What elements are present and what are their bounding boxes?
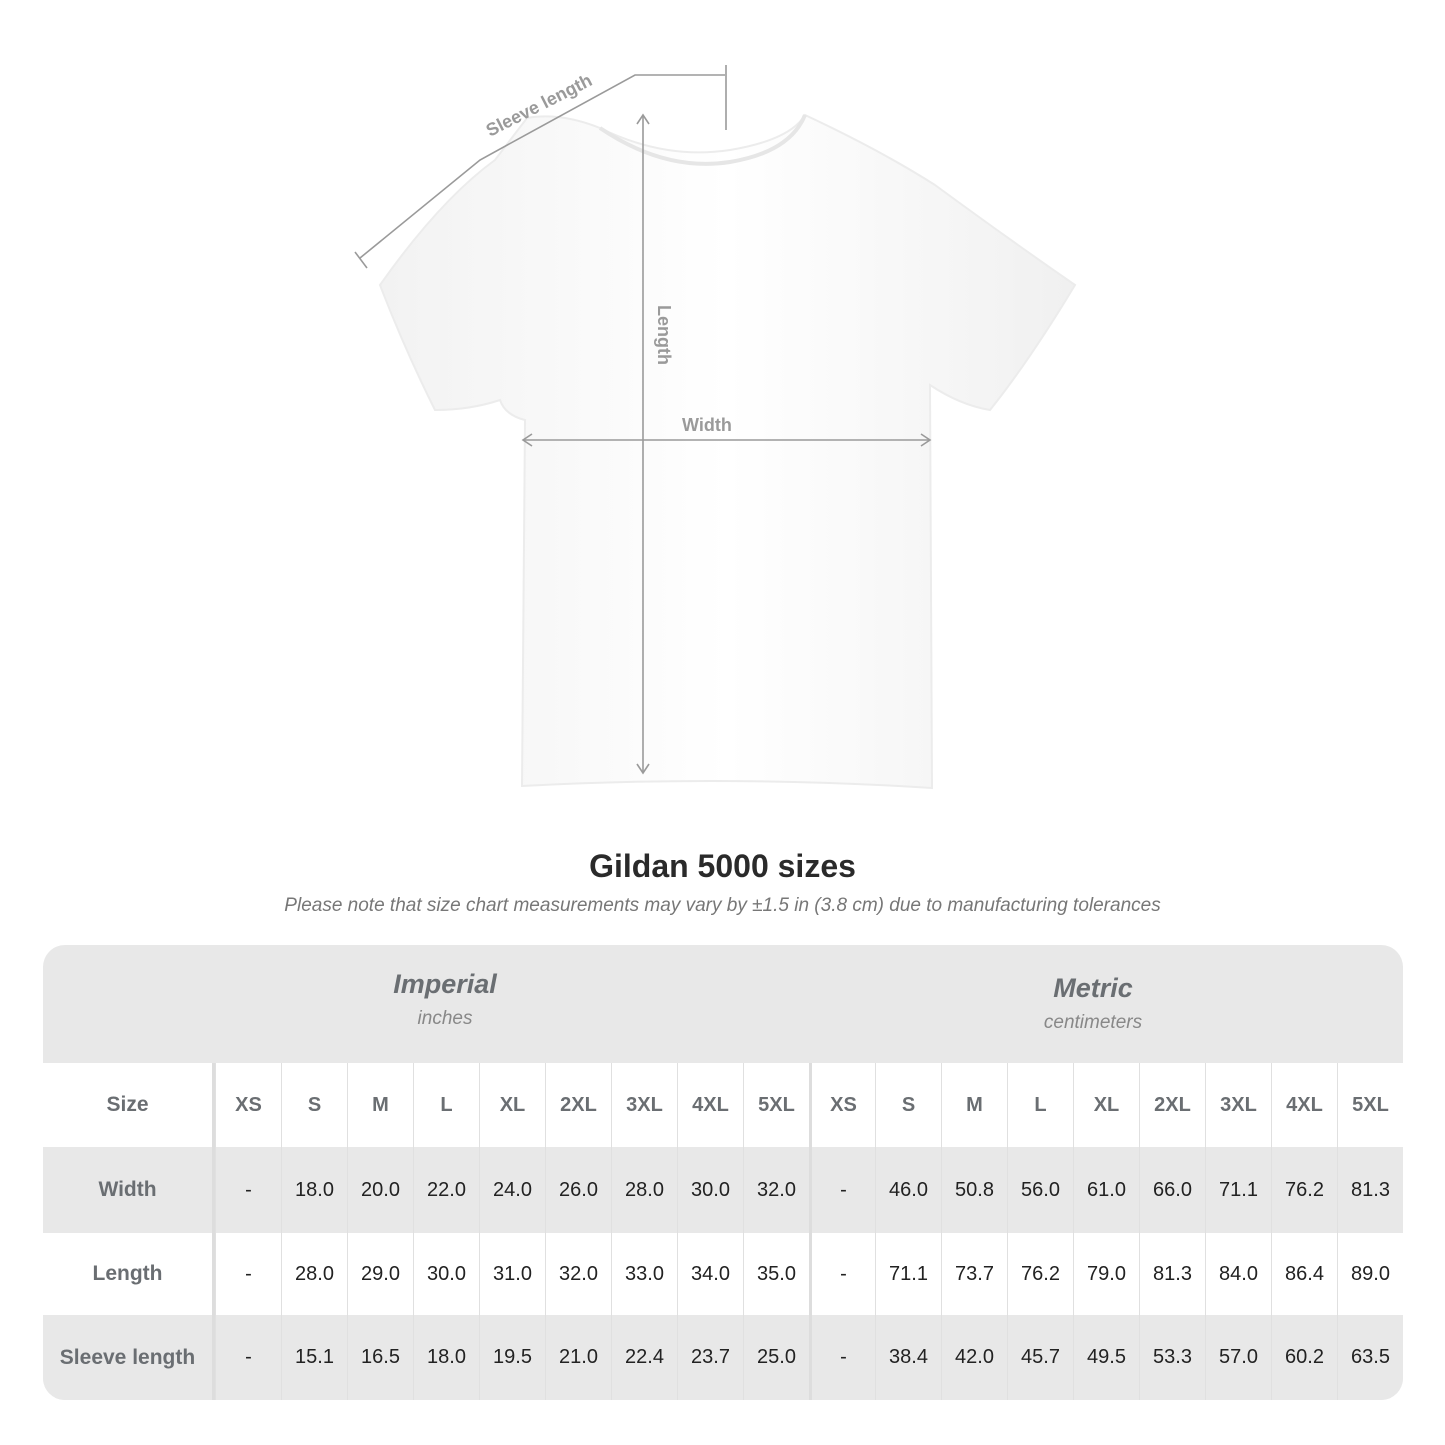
value-cell-imperial: 21.0 bbox=[545, 1315, 611, 1400]
size-header-metric: S bbox=[875, 1063, 941, 1147]
value-cell-imperial: 28.0 bbox=[281, 1233, 347, 1315]
value-cell-metric: 66.0 bbox=[1139, 1147, 1205, 1233]
value-cell-imperial: 23.7 bbox=[677, 1315, 743, 1400]
value-cell-metric: 86.4 bbox=[1271, 1233, 1337, 1315]
size-header-metric: 4XL bbox=[1271, 1063, 1337, 1147]
value-cell-metric: 56.0 bbox=[1007, 1147, 1073, 1233]
value-cell-metric: 81.3 bbox=[1139, 1233, 1205, 1315]
value-cell-imperial: 30.0 bbox=[413, 1233, 479, 1315]
value-cell-metric: 49.5 bbox=[1073, 1315, 1139, 1400]
tshirt-shape bbox=[378, 113, 1077, 790]
size-header-imperial: XS bbox=[215, 1063, 281, 1147]
size-header-imperial: 5XL bbox=[743, 1063, 809, 1147]
size-header-metric: XS bbox=[809, 1063, 875, 1147]
size-header-imperial: 2XL bbox=[545, 1063, 611, 1147]
value-cell-metric: - bbox=[809, 1147, 875, 1233]
value-cell-imperial: 18.0 bbox=[281, 1147, 347, 1233]
value-cell-imperial: 22.0 bbox=[413, 1147, 479, 1233]
width-label: Width bbox=[682, 415, 732, 435]
value-cell-imperial: 28.0 bbox=[611, 1147, 677, 1233]
size-header-metric: XL bbox=[1073, 1063, 1139, 1147]
table-row: Width -18.0 20.0 22.0 24.0 26.0 28.0 30.0 32.0-4… bbox=[43, 1147, 1403, 1233]
value-cell-metric: 89.0 bbox=[1337, 1233, 1403, 1315]
imperial-header: Imperial inches bbox=[215, 969, 675, 1087]
metric-label: Metric bbox=[1053, 973, 1133, 1003]
value-cell-metric: 71.1 bbox=[1205, 1147, 1271, 1233]
value-cell-imperial: 26.0 bbox=[545, 1147, 611, 1233]
size-header-imperial: 3XL bbox=[611, 1063, 677, 1147]
value-cell-metric: 73.7 bbox=[941, 1233, 1007, 1315]
value-cell-imperial: 32.0 bbox=[545, 1233, 611, 1315]
size-header-metric: 3XL bbox=[1205, 1063, 1271, 1147]
value-cell-metric: 76.2 bbox=[1271, 1147, 1337, 1233]
size-header-metric: L bbox=[1007, 1063, 1073, 1147]
row-label: Sleeve length bbox=[43, 1315, 215, 1400]
length-label: Length bbox=[654, 305, 674, 365]
size-header-metric: 2XL bbox=[1139, 1063, 1205, 1147]
sleeve-length-line bbox=[359, 74, 725, 259]
value-cell-metric: 53.3 bbox=[1139, 1315, 1205, 1400]
value-cell-metric: 57.0 bbox=[1205, 1315, 1271, 1400]
value-cell-imperial: 32.0 bbox=[743, 1147, 809, 1233]
value-cell-metric: 84.0 bbox=[1205, 1233, 1271, 1315]
imperial-unit: inches bbox=[417, 1008, 473, 1029]
value-cell-imperial: 24.0 bbox=[479, 1147, 545, 1233]
value-cell-imperial: 25.0 bbox=[743, 1315, 809, 1400]
value-cell-imperial: - bbox=[215, 1233, 281, 1315]
tshirt-diagram: Sleeve length Length Width bbox=[354, 65, 1077, 790]
size-header-imperial: 4XL bbox=[677, 1063, 743, 1147]
size-header-metric: 5XL bbox=[1337, 1063, 1403, 1147]
value-cell-imperial: 31.0 bbox=[479, 1233, 545, 1315]
row-label: Length bbox=[43, 1233, 215, 1315]
value-cell-metric: 76.2 bbox=[1007, 1233, 1073, 1315]
value-cell-metric: 79.0 bbox=[1073, 1233, 1139, 1315]
value-cell-metric: 45.7 bbox=[1007, 1315, 1073, 1400]
value-cell-imperial: - bbox=[215, 1147, 281, 1233]
value-cell-metric: 46.0 bbox=[875, 1147, 941, 1233]
imperial-label: Imperial bbox=[393, 969, 497, 999]
value-cell-metric: 63.5 bbox=[1337, 1315, 1403, 1400]
size-header-row: Size XS S M L XL 2XL 3XL 4XL 5XL XS S M L XL 2XL 3XL 4XL 5… bbox=[43, 1063, 1403, 1147]
value-cell-metric: 81.3 bbox=[1337, 1147, 1403, 1233]
value-cell-metric: - bbox=[809, 1233, 875, 1315]
metric-unit: centimeters bbox=[1043, 1012, 1143, 1033]
value-cell-metric: 38.4 bbox=[875, 1315, 941, 1400]
value-cell-imperial: 16.5 bbox=[347, 1315, 413, 1400]
table-row: Sleeve length -15.1 16.5 18.0 19.5 21.0 22.4 23… bbox=[43, 1315, 1403, 1400]
value-cell-imperial: 22.4 bbox=[611, 1315, 677, 1400]
value-cell-imperial: 19.5 bbox=[479, 1315, 545, 1400]
value-cell-metric: 60.2 bbox=[1271, 1315, 1337, 1400]
row-label: Width bbox=[43, 1147, 215, 1233]
tolerance-note: Please note that size chart measurements… bbox=[284, 895, 1161, 916]
metric-header: Metric centimeters bbox=[863, 973, 1323, 1091]
value-cell-imperial: 15.1 bbox=[281, 1315, 347, 1400]
size-label: Size bbox=[43, 1063, 215, 1147]
size-header-imperial: S bbox=[281, 1063, 347, 1147]
value-cell-imperial: 20.0 bbox=[347, 1147, 413, 1233]
chart-title: Gildan 5000 sizes bbox=[589, 848, 856, 884]
value-cell-imperial: 35.0 bbox=[743, 1233, 809, 1315]
value-cell-imperial: 34.0 bbox=[677, 1233, 743, 1315]
value-cell-imperial: 30.0 bbox=[677, 1147, 743, 1233]
size-header-imperial: L bbox=[413, 1063, 479, 1147]
value-cell-imperial: 18.0 bbox=[413, 1315, 479, 1400]
value-cell-imperial: - bbox=[215, 1315, 281, 1400]
table-row: Length -28.0 29.0 30.0 31.0 32.0 33.0 34.0 35.0-… bbox=[43, 1233, 1403, 1315]
value-cell-imperial: 29.0 bbox=[347, 1233, 413, 1315]
size-header-metric: M bbox=[941, 1063, 1007, 1147]
value-cell-metric: 50.8 bbox=[941, 1147, 1007, 1233]
value-cell-metric: 61.0 bbox=[1073, 1147, 1139, 1233]
value-cell-metric: 71.1 bbox=[875, 1233, 941, 1315]
size-header-imperial: XL bbox=[479, 1063, 545, 1147]
size-table: Imperial inches Metric centimeters Size X… bbox=[43, 945, 1403, 1400]
value-cell-metric: 42.0 bbox=[941, 1315, 1007, 1400]
size-header-imperial: M bbox=[347, 1063, 413, 1147]
value-cell-imperial: 33.0 bbox=[611, 1233, 677, 1315]
value-cell-metric: - bbox=[809, 1315, 875, 1400]
